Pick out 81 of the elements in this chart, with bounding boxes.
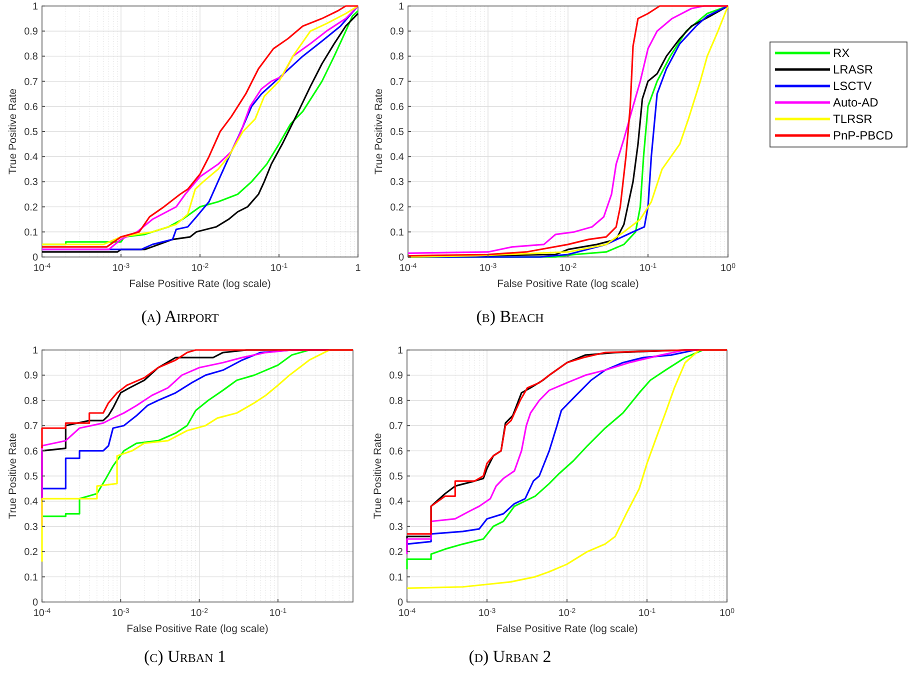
y-tick-label: 0.4 bbox=[389, 496, 404, 508]
y-tick-label: 0.4 bbox=[24, 152, 38, 164]
y-tick-label: 1 bbox=[32, 2, 38, 12]
x-axis-title: False Positive Rate (log scale) bbox=[129, 278, 271, 290]
y-tick-label: 0.4 bbox=[390, 152, 404, 164]
x-axis-title: False Positive Rate (log scale) bbox=[496, 623, 638, 635]
y-tick-label: 0.9 bbox=[24, 370, 38, 382]
y-tick-label: 0.4 bbox=[24, 496, 38, 508]
legend-label: PnP-PBCD bbox=[833, 128, 894, 142]
x-tick-label: 10$^{-3}$ bbox=[478, 608, 496, 619]
x-axis-title: False Positive Rate (log scale) bbox=[497, 278, 639, 290]
y-tick-label: 1 bbox=[32, 346, 38, 356]
y-axis-title: True Positive Rate bbox=[7, 432, 19, 519]
y-tick-label: 0.9 bbox=[24, 26, 38, 38]
y-tick-label: 0.9 bbox=[389, 370, 404, 382]
y-tick-label: 0.6 bbox=[390, 102, 404, 113]
y-tick-label: 0.8 bbox=[390, 52, 404, 63]
y-tick-label: 0.8 bbox=[24, 396, 38, 407]
y-axis-title: True Positive Rate bbox=[373, 88, 385, 174]
y-tick-label: 0.6 bbox=[389, 446, 404, 458]
y-tick-label: 0.3 bbox=[389, 522, 404, 533]
y-tick-label: 0.1 bbox=[24, 227, 38, 238]
y-tick-label: 1 bbox=[398, 2, 404, 12]
y-axis-title: True Positive Rate bbox=[7, 88, 19, 174]
y-tick-label: 0.7 bbox=[24, 76, 38, 88]
x-tick-label: 10$^{0}$ bbox=[720, 262, 736, 274]
y-tick-label: 0.5 bbox=[24, 127, 38, 138]
x-tick-label: 10$^{-1}$ bbox=[270, 262, 288, 274]
y-tick-label: 0.1 bbox=[389, 572, 404, 584]
y-tick-label: 0.9 bbox=[390, 26, 404, 38]
x-tick-label: 10$^{-3}$ bbox=[112, 608, 130, 619]
y-tick-label: 0.3 bbox=[24, 522, 38, 533]
text: (d) Urban 2 bbox=[468, 647, 552, 666]
y-tick-label: 0 bbox=[398, 252, 404, 264]
x-tick-label: 10$^{-4}$ bbox=[398, 608, 416, 619]
x-tick-label: 10$^{-3}$ bbox=[112, 262, 130, 274]
y-tick-label: 0.5 bbox=[389, 472, 404, 482]
y-tick-label: 0.1 bbox=[390, 227, 404, 238]
x-axis-title: False Positive Rate (log scale) bbox=[126, 623, 268, 635]
y-tick-label: 0.7 bbox=[390, 76, 404, 88]
text: (b) Beach bbox=[476, 307, 544, 326]
y-tick-label: 0 bbox=[32, 598, 38, 608]
y-axis-title: True Positive Rate bbox=[372, 432, 384, 519]
y-tick-label: 0.5 bbox=[24, 472, 38, 482]
x-tick-label: 10$^{0}$ bbox=[719, 608, 735, 619]
text: (a) Airport bbox=[141, 307, 220, 326]
y-tick-label: 0.6 bbox=[24, 102, 38, 113]
legend-label: LRASR bbox=[833, 62, 874, 76]
y-tick-label: 0.2 bbox=[390, 202, 404, 214]
y-tick-label: 1 bbox=[397, 346, 404, 356]
x-tick-label: 10$^{-3}$ bbox=[479, 262, 497, 274]
legend-label: Auto-AD bbox=[833, 96, 879, 110]
text: (c) Urban 1 bbox=[144, 647, 226, 666]
x-tick-label: 10$^{-2}$ bbox=[558, 608, 576, 619]
y-tick-label: 0.8 bbox=[24, 52, 38, 63]
x-tick-label: 10$^{-4}$ bbox=[33, 262, 51, 274]
x-tick-label: 10$^{-1}$ bbox=[269, 608, 287, 619]
x-tick-label: 10$^{-4}$ bbox=[33, 608, 51, 619]
y-tick-label: 0.3 bbox=[390, 177, 404, 188]
y-tick-label: 0.1 bbox=[24, 572, 38, 584]
x-tick-label: 10$^{-2}$ bbox=[559, 262, 577, 274]
y-tick-label: 0.2 bbox=[24, 202, 38, 214]
y-tick-label: 0.3 bbox=[24, 177, 38, 188]
y-tick-label: 0 bbox=[397, 598, 404, 608]
x-tick-label: 10$^{-1}$ bbox=[638, 608, 656, 619]
x-tick-label: 10$^{-4}$ bbox=[399, 262, 417, 274]
y-tick-label: 0.6 bbox=[24, 446, 38, 458]
y-tick-label: 0 bbox=[32, 252, 38, 264]
y-tick-label: 0.7 bbox=[24, 421, 38, 432]
y-tick-label: 0.2 bbox=[389, 547, 404, 558]
y-tick-label: 0.5 bbox=[390, 127, 404, 138]
legend-label: TLRSR bbox=[833, 112, 873, 126]
y-tick-label: 0.8 bbox=[389, 396, 404, 407]
x-tick-label: 10$^{-2}$ bbox=[191, 262, 209, 274]
y-tick-label: 0.2 bbox=[24, 547, 38, 558]
legend-label: LSCTV bbox=[833, 79, 872, 93]
y-tick-label: 0.7 bbox=[389, 421, 404, 432]
x-tick-label: 10$^{-2}$ bbox=[190, 608, 208, 619]
x-tick-label: 10$^{-1}$ bbox=[639, 262, 657, 274]
legend-label: RX bbox=[833, 46, 850, 60]
x-tick-label: 1 bbox=[355, 263, 362, 274]
